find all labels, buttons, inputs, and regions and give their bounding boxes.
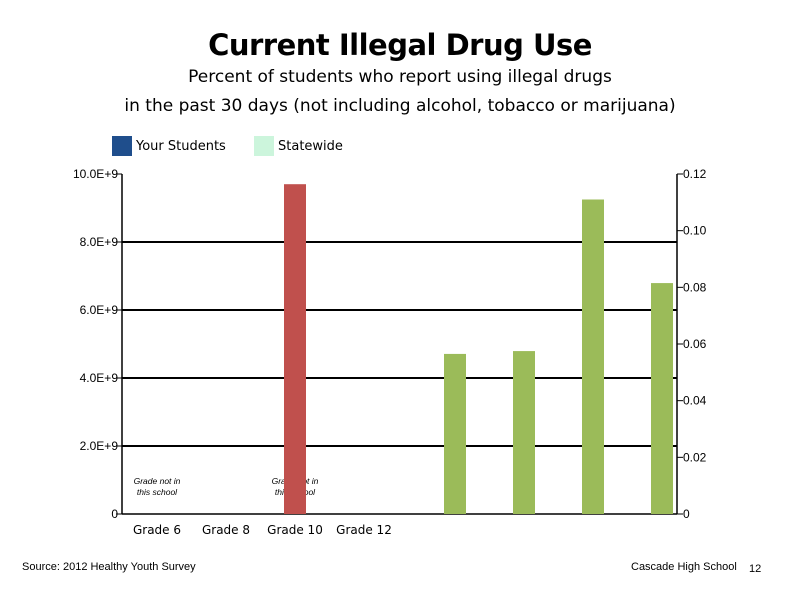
left-axis-tick-label: 4.0E+9 [80,371,119,385]
left-axis-tick-label: 8.0E+9 [80,235,119,249]
bar [582,199,604,514]
grade-not-in-school-note: Grade not in [134,476,181,486]
left-axis-tick-label: 6.0E+9 [80,303,119,317]
legend-item-your-students: Your Students [112,136,226,156]
left-axis-tick-label: 10.0E+9 [73,167,118,181]
right-axis-tick-label: 0.02 [683,450,707,464]
x-axis-category-label: Grade 8 [202,523,250,537]
x-axis-category-label: Grade 10 [267,523,323,537]
legend-label-statewide: Statewide [278,138,343,154]
legend-item-statewide: Statewide [254,136,343,156]
x-axis-category-label: Grade 12 [336,523,392,537]
chart-subtitle-line-2: in the past 30 days (not including alcoh… [124,96,676,116]
chart-subtitle-line-1: Percent of students who report using ill… [188,67,612,87]
legend-label-your-students: Your Students [136,138,226,154]
x-axis-category-label: Grade 6 [133,523,181,537]
right-axis-tick-label: 0.08 [683,280,707,294]
bar [513,351,535,514]
right-axis-tick-label: 0.06 [683,337,707,351]
bar [651,283,673,514]
right-axis-tick-label: 0.10 [683,224,707,238]
chart-title: Current Illegal Drug Use [208,28,592,62]
grade-not-in-school-note: this school [137,487,178,497]
right-axis-tick-label: 0.04 [683,394,707,408]
source-note: Source: 2012 Healthy Youth Survey [22,561,196,573]
legend-swatch-statewide [254,136,274,156]
bar [444,353,466,514]
page-number: 12 [749,563,762,575]
school-name: Cascade High School [631,561,737,573]
right-axis-tick-label: 0 [683,507,690,521]
left-axis-tick-label: 2.0E+9 [80,439,119,453]
left-axis-tick-label: 0 [111,507,118,521]
legend-swatch-your-students [112,136,132,156]
bar [284,184,306,514]
right-axis-tick-label: 0.12 [683,167,707,181]
